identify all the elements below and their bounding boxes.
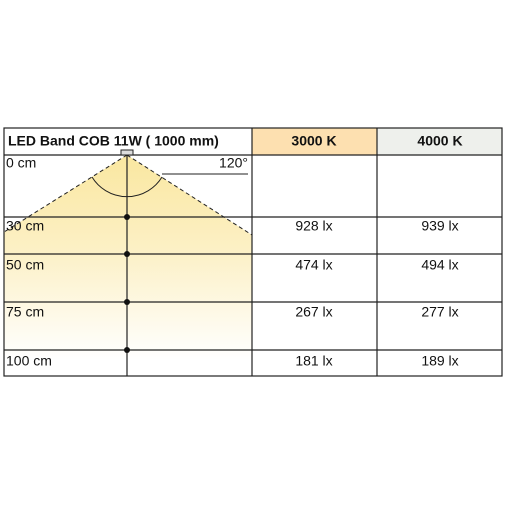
lux-value: 474 lx	[295, 257, 332, 273]
beam-angle: 120°	[219, 155, 248, 171]
table-title: LED Band COB 11W ( 1000 mm)	[8, 133, 219, 149]
column-header: 4000 K	[417, 133, 462, 149]
lux-value: 189 lx	[421, 353, 458, 369]
lux-value: 928 lx	[295, 218, 332, 234]
beam-edge	[3, 154, 128, 233]
table-grid	[3, 127, 503, 377]
row-distance: 30 cm	[6, 218, 44, 234]
lux-value: 494 lx	[421, 257, 458, 273]
row-distance: 75 cm	[6, 304, 44, 320]
header-3000k-bg	[252, 128, 377, 155]
lux-value: 939 lx	[421, 218, 458, 234]
lux-value: 181 lx	[295, 353, 332, 369]
column-header: 3000 K	[291, 133, 336, 149]
row-distance: 0 cm	[6, 155, 36, 171]
row-distance: 100 cm	[6, 353, 52, 369]
lux-value: 277 lx	[421, 304, 458, 320]
rows: 0 cm 30 cm 928 lx 939 lx 50 cm 474 lx 494 lx 75…	[6, 155, 459, 369]
lux-value: 267 lx	[295, 304, 332, 320]
row-distance: 50 cm	[6, 257, 44, 273]
header-4000k-bg	[377, 128, 502, 155]
light-beam	[4, 155, 252, 376]
light-source	[120, 149, 134, 156]
beam-edge	[126, 154, 253, 236]
measure-points	[124, 214, 130, 353]
